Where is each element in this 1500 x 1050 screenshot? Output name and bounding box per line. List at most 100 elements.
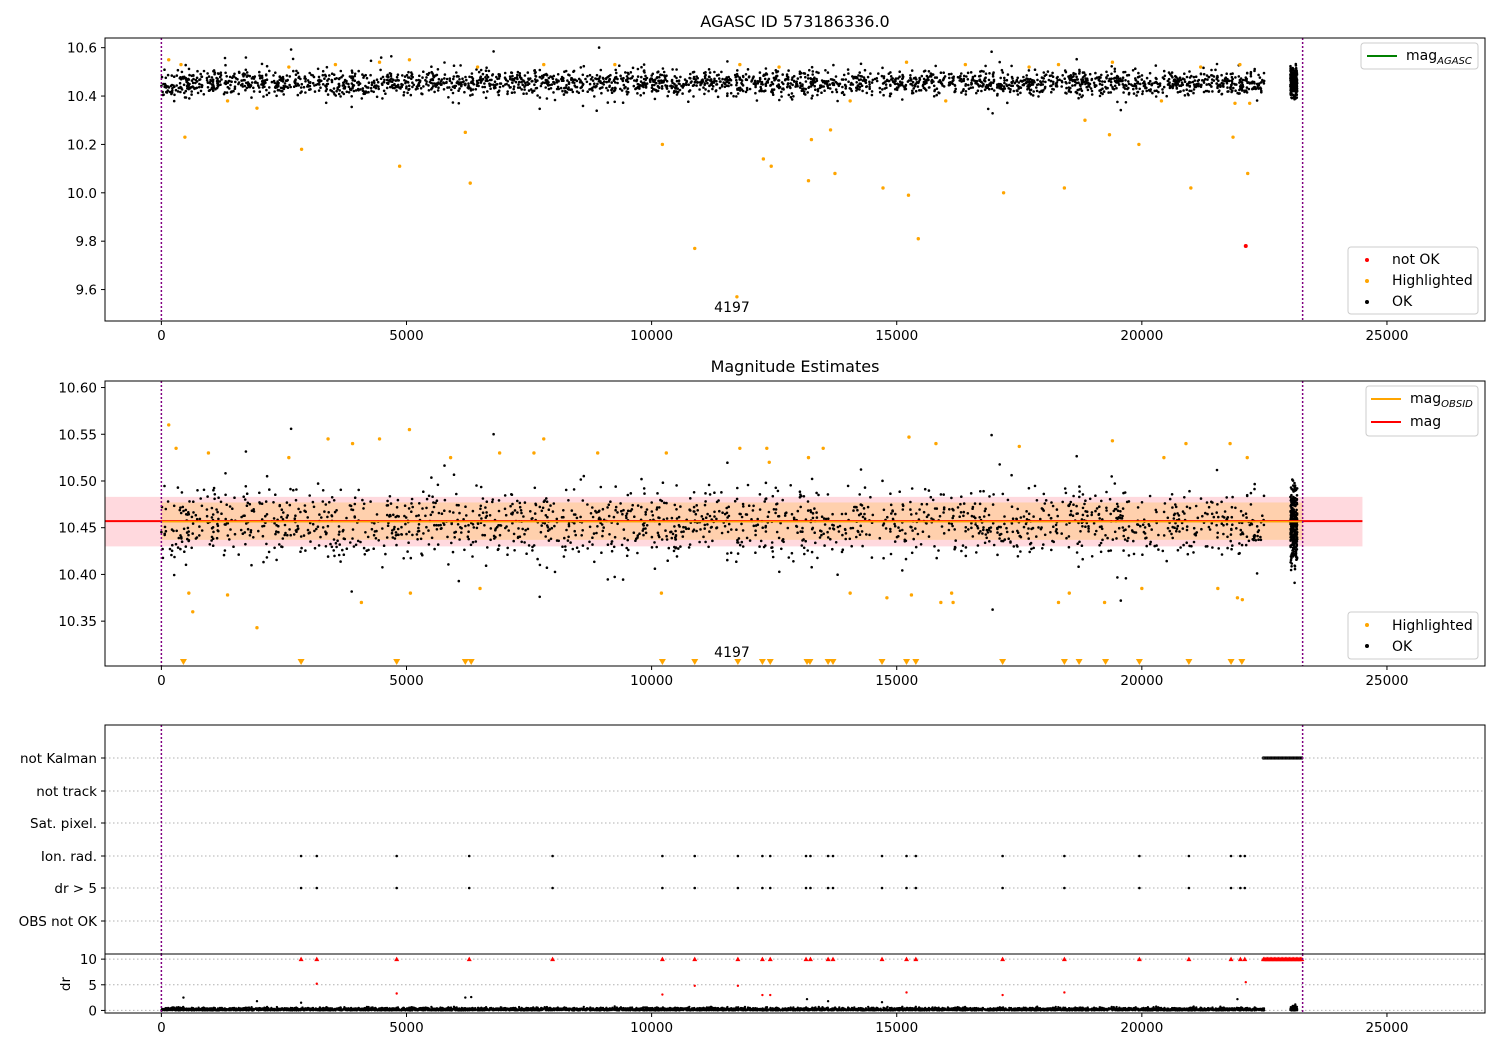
dr-red-point xyxy=(1063,991,1066,994)
y-tick-label: 10 xyxy=(80,952,97,968)
highlighted-point xyxy=(255,625,259,630)
dr-gt-5-event xyxy=(826,886,830,890)
dr-capped-marker xyxy=(904,956,910,962)
y-tick-label: 9.6 xyxy=(76,283,97,299)
highlighted-point xyxy=(1137,142,1141,147)
flag-row-labels: not Kalman not track Sat. pixel. Ion. rad. d… xyxy=(19,751,105,930)
dr-capped-marker xyxy=(1242,956,1248,962)
dr-outlier-point xyxy=(182,996,185,999)
highlighted-point xyxy=(934,441,938,446)
x-tick-label: 0 xyxy=(157,328,166,344)
off-scale-marker xyxy=(1227,659,1235,665)
highlighted-point xyxy=(542,62,546,67)
dr-gt-5-event xyxy=(395,886,398,890)
dr-capped-marker xyxy=(807,956,813,962)
panel-dr-plot-area xyxy=(105,954,1485,1013)
highlighted-point xyxy=(1240,597,1245,602)
highlighted-point xyxy=(1216,586,1220,591)
not-kalman-event xyxy=(1298,756,1303,760)
off-scale-marker xyxy=(1102,659,1110,665)
off-scale-marker xyxy=(1185,659,1193,665)
dr-gt-5-event xyxy=(914,886,918,890)
highlighted-point xyxy=(1056,600,1061,605)
highlighted-point xyxy=(1233,101,1237,106)
highlighted-point xyxy=(738,446,742,450)
off-scale-marker xyxy=(734,659,742,665)
observation-boundaries xyxy=(160,381,1304,666)
highlighted-point xyxy=(326,437,330,441)
highlighted-point xyxy=(1184,441,1188,446)
not-ok-swatch xyxy=(1365,258,1369,262)
dr-capped-marker xyxy=(1237,956,1243,962)
highlighted-point xyxy=(1083,118,1087,122)
flag-row-label: dr > 5 xyxy=(54,881,97,897)
panel-dr-y-ticks: 10 5 0 xyxy=(80,952,105,1019)
highlighted-point xyxy=(1246,171,1250,176)
dr-gt-5-event xyxy=(880,886,884,890)
highlighted-swatch xyxy=(1365,623,1369,627)
off-scale-marker xyxy=(461,659,469,665)
dr-gt-5-event xyxy=(661,886,664,890)
highlighted-point xyxy=(828,128,833,132)
dr-gt-5-event xyxy=(1138,886,1141,890)
x-tick-label: 25000 xyxy=(1365,328,1408,344)
highlighted-point xyxy=(885,596,889,600)
highlighted-point xyxy=(167,58,171,62)
highlighted-point xyxy=(777,65,781,69)
panel-magnitude-legend-points: Highlighted OK xyxy=(1347,611,1479,660)
ion-rad-event xyxy=(1063,854,1066,858)
panel-magnitude-y-ticks: 10.60 10.55 10.50 10.45 10.40 10.35 xyxy=(58,381,105,630)
y-tick-label: 10.40 xyxy=(58,567,97,583)
x-tick-label: 5000 xyxy=(389,328,423,344)
dr-outlier-point xyxy=(299,1001,303,1004)
panel-flags-plot-area xyxy=(105,725,1485,954)
panel-magnitude-title: Magnitude Estimates xyxy=(711,357,880,376)
dr-gt-5-event xyxy=(905,886,908,890)
off-scale-marker xyxy=(903,659,911,665)
highlighted-point xyxy=(1140,586,1144,591)
dr-gt-5-event xyxy=(1187,886,1191,890)
y-tick-label: 10.55 xyxy=(58,427,97,443)
x-tick-label: 0 xyxy=(157,673,166,689)
highlighted-point xyxy=(907,435,911,439)
legend-ok: OK xyxy=(1392,639,1413,655)
highlighted-point xyxy=(225,99,230,103)
highlighted-point xyxy=(806,455,811,460)
dr-red-point xyxy=(905,991,908,994)
highlighted-point xyxy=(1245,455,1249,460)
dr-capped-marker xyxy=(767,956,773,962)
x-tick-label: 10000 xyxy=(630,1020,673,1036)
highlighted-point xyxy=(1247,101,1252,106)
panel-magnitude-frame xyxy=(104,380,1486,667)
x-tick-label: 15000 xyxy=(875,328,918,344)
dr-outlier-point xyxy=(826,1000,830,1003)
ion-rad-event xyxy=(1239,854,1242,858)
highlighted-point xyxy=(595,451,600,455)
legend-highlighted: Highlighted xyxy=(1392,273,1473,289)
dr-gt-5-event xyxy=(299,886,303,890)
observation-boundaries xyxy=(160,38,1304,321)
panel-dr-frame xyxy=(104,953,1486,1014)
dr-axis-label: dr xyxy=(58,976,74,991)
highlighted-point xyxy=(377,437,382,441)
dr-capped-marker xyxy=(1136,956,1142,962)
highlighted-point xyxy=(225,593,230,597)
highlighted-point xyxy=(809,137,814,142)
dr-point-cloud xyxy=(160,1003,1299,1012)
y-tick-label: 10.4 xyxy=(67,89,97,105)
off-scale-marker xyxy=(824,659,832,665)
dr-red-point xyxy=(761,993,764,997)
ion-rad-event xyxy=(299,854,303,858)
highlighted-point xyxy=(408,591,413,595)
highlighted-point xyxy=(287,65,291,69)
dr-gt-5-event xyxy=(1239,886,1242,890)
highlighted-point xyxy=(407,58,412,62)
highlighted-point xyxy=(1056,62,1061,67)
highlighted-swatch xyxy=(1365,279,1369,283)
x-tick-label: 5000 xyxy=(389,1020,423,1036)
off-scale-marker xyxy=(878,659,886,665)
ion-rad-event xyxy=(914,854,918,858)
y-tick-label: 5 xyxy=(88,978,97,994)
off-scale-marker xyxy=(179,659,187,665)
